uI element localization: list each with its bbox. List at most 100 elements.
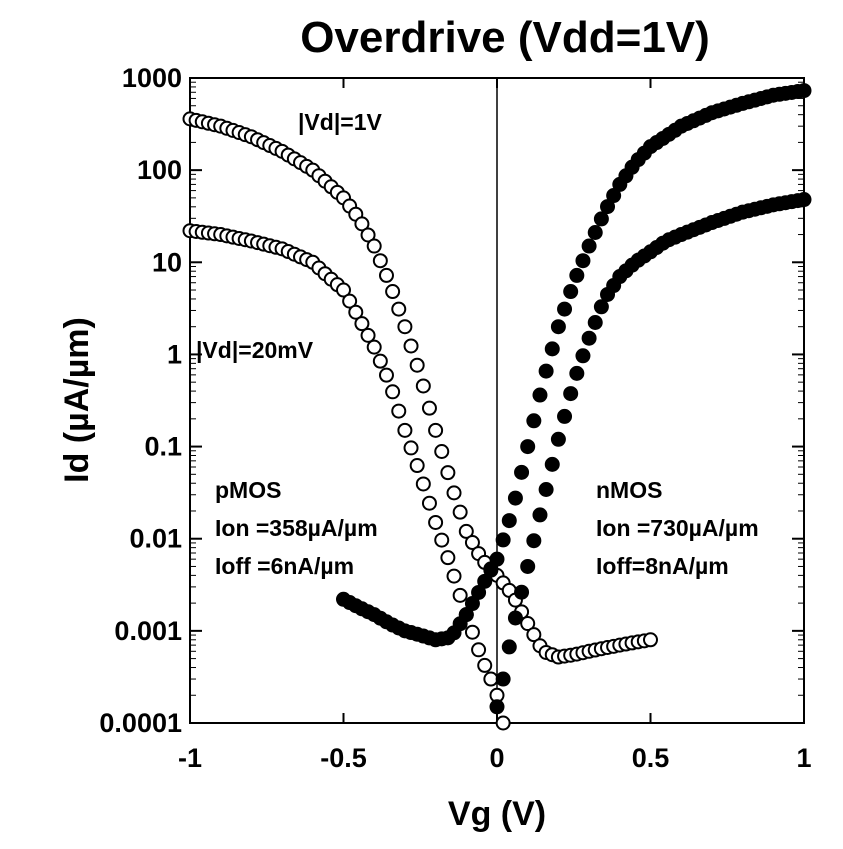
data-point <box>409 458 425 474</box>
data-point <box>550 319 566 335</box>
data-point <box>415 378 431 394</box>
data-point <box>464 596 480 612</box>
nmos-ion: Ion =730µA/µm <box>596 515 759 541</box>
data-point <box>796 192 812 208</box>
data-point <box>538 363 554 379</box>
data-point <box>458 523 474 539</box>
data-point <box>520 439 536 455</box>
data-point <box>538 481 554 497</box>
x-tick-label: -1 <box>178 743 202 773</box>
data-point <box>360 227 376 243</box>
data-point <box>483 562 499 578</box>
data-point <box>397 319 413 335</box>
data-point <box>348 304 364 320</box>
data-point <box>403 440 419 456</box>
data-point <box>796 83 812 99</box>
x-tick-label: 0.5 <box>632 743 670 773</box>
data-point <box>532 387 548 403</box>
data-point <box>440 465 456 481</box>
data-point <box>378 267 394 283</box>
data-point <box>563 386 579 402</box>
data-point <box>643 632 658 648</box>
data-point <box>587 315 603 331</box>
data-point <box>440 550 456 566</box>
data-point <box>514 584 530 600</box>
nmos-ioff: Ioff=8nA/µm <box>596 553 729 579</box>
data-point <box>354 216 370 232</box>
data-point <box>434 444 450 460</box>
data-point <box>464 624 480 640</box>
data-point <box>606 188 622 204</box>
data-point <box>569 267 585 283</box>
data-point <box>544 456 560 472</box>
series-1 <box>182 223 511 731</box>
data-point <box>354 316 370 332</box>
data-point <box>501 513 517 529</box>
data-point <box>557 301 573 317</box>
annotation-vd-low: |Vd|=20mV <box>196 337 314 363</box>
y-tick-label: 100 <box>137 155 182 185</box>
data-point <box>471 584 487 600</box>
data-point <box>563 284 579 300</box>
data-point <box>593 211 609 227</box>
data-point <box>409 357 425 373</box>
data-point <box>342 293 358 309</box>
data-point <box>415 476 431 492</box>
y-tick-label: 1000 <box>122 63 182 93</box>
data-markers <box>182 83 812 731</box>
series-2 <box>336 83 812 648</box>
data-point <box>372 253 388 269</box>
data-point <box>421 495 437 511</box>
data-point <box>428 422 444 438</box>
data-point <box>452 504 468 520</box>
data-point <box>378 367 394 383</box>
data-point <box>526 627 542 643</box>
data-point <box>372 353 388 369</box>
data-point <box>557 408 573 424</box>
data-point <box>336 282 351 298</box>
data-point <box>575 348 591 364</box>
data-point <box>526 413 542 429</box>
data-point <box>403 338 419 354</box>
x-ticks: -1 -0.5 0 0.5 1 <box>178 78 812 773</box>
data-point <box>489 551 505 567</box>
data-point <box>581 238 597 254</box>
y-tick-label: 0.0001 <box>99 708 182 738</box>
data-point <box>581 330 597 346</box>
y-tick-label: 0.01 <box>129 524 182 554</box>
data-point <box>507 490 523 506</box>
data-point <box>421 400 437 416</box>
data-point <box>446 568 462 584</box>
data-point <box>452 587 468 603</box>
data-point <box>391 301 407 317</box>
data-point <box>495 715 511 731</box>
pmos-ion: Ion =358µA/µm <box>215 515 378 541</box>
data-point <box>477 657 493 673</box>
data-point <box>391 403 407 419</box>
annotation-vd-high: |Vd|=1V <box>298 109 382 135</box>
y-tick-label: 1 <box>167 339 182 369</box>
series-0 <box>182 111 658 665</box>
data-point <box>550 431 566 447</box>
data-point <box>458 607 474 623</box>
data-point <box>471 642 487 658</box>
nmos-label: nMOS <box>596 477 662 503</box>
y-tick-label: 10 <box>152 247 182 277</box>
y-tick-label: 0.1 <box>144 432 182 462</box>
x-tick-label: 1 <box>796 743 811 773</box>
y-ticks: 0.0001 0.001 0.01 0.1 1 10 100 1000 <box>99 63 804 738</box>
x-tick-label: 0 <box>489 743 504 773</box>
pmos-ioff: Ioff =6nA/µm <box>215 553 354 579</box>
data-point <box>495 671 511 687</box>
data-point <box>544 341 560 357</box>
data-point <box>477 573 493 589</box>
data-point <box>532 507 548 523</box>
data-point <box>483 671 499 687</box>
data-point <box>501 639 517 655</box>
data-point <box>434 532 450 548</box>
data-point <box>587 224 603 240</box>
data-point <box>514 464 530 480</box>
data-point <box>446 485 462 501</box>
data-point <box>593 299 609 315</box>
